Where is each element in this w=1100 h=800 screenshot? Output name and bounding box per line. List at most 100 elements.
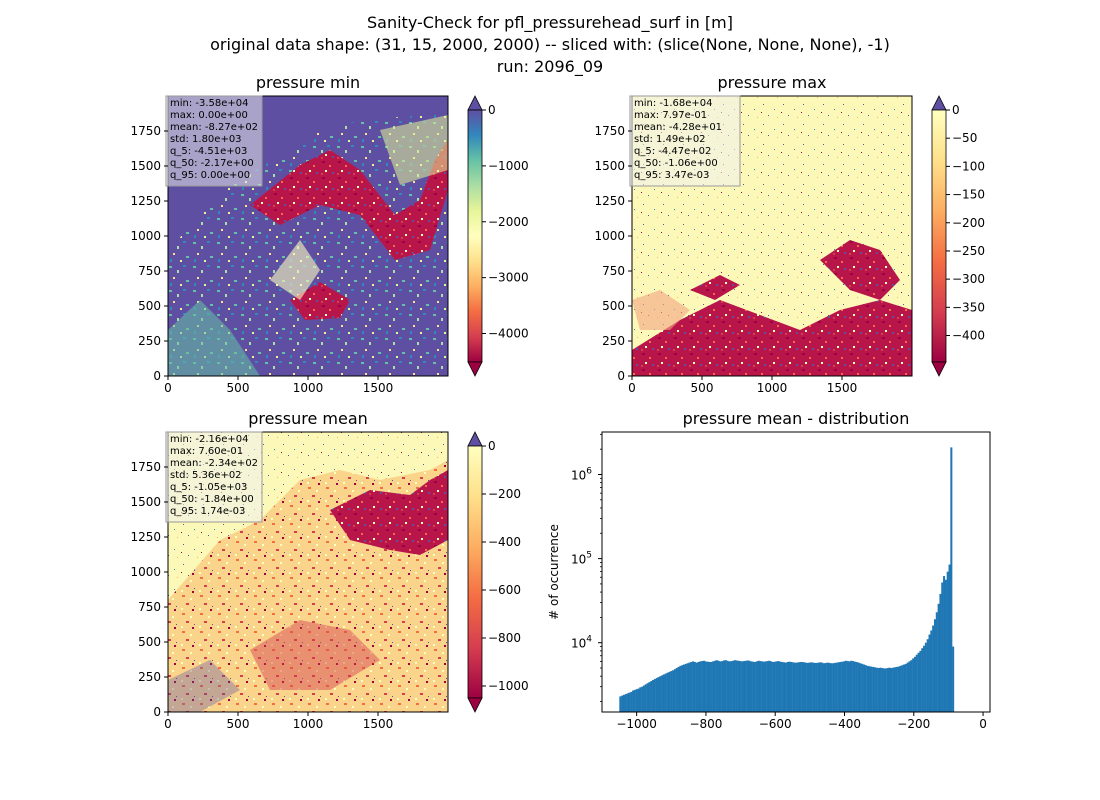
histogram-bar <box>763 661 766 712</box>
histogram-bar <box>659 676 662 712</box>
histogram-bar <box>950 447 953 712</box>
histogram-bar <box>803 662 806 712</box>
histogram-bar <box>757 660 760 712</box>
histogram-bar <box>766 661 769 712</box>
colorbar-tick-label: −200 <box>952 216 985 230</box>
stats-box-min <box>165 95 263 187</box>
x-tick-label: 1500 <box>363 381 394 395</box>
x-tick-label: 1500 <box>827 381 858 395</box>
colorbar-tick-label: −600 <box>488 583 521 597</box>
svg-text:q_95: 0.00e+00: q_95: 0.00e+00 <box>170 170 250 181</box>
y-tick-label: 1500 <box>130 159 161 173</box>
colorbar-tick-label: −50 <box>952 131 977 145</box>
histogram-bar <box>770 661 773 712</box>
hist-x-tick-label: −200 <box>897 717 930 731</box>
histogram-bar <box>804 662 807 712</box>
hist-x-tick-label: 0 <box>979 717 987 731</box>
y-tick-label: 250 <box>138 670 161 684</box>
histogram-bar <box>626 693 629 712</box>
colorbar-pressure-max: 0 −50 −100 −150 −200 −250 −300 −350 −400 <box>931 95 985 377</box>
histogram-bar <box>741 661 744 712</box>
colorbar-pressure-mean: 0 −200 −400 −600 −800 −1000 <box>467 431 529 713</box>
histogram-bar <box>923 645 926 712</box>
histogram-bar <box>661 675 664 712</box>
histogram-bar <box>928 634 931 712</box>
histogram-bar <box>815 662 818 712</box>
histogram-bar <box>875 667 878 712</box>
colorbar-tick-label: −400 <box>488 535 521 549</box>
histogram-bar <box>884 668 887 712</box>
svg-text:q_50: -2.17e+00: q_50: -2.17e+00 <box>170 158 254 169</box>
histogram-bar <box>717 660 720 712</box>
colorbar-tick-label: −4000 <box>488 327 529 341</box>
histogram-bar <box>712 661 715 712</box>
stats-box-max <box>629 95 741 187</box>
histogram-bar <box>695 662 698 712</box>
histogram-bar <box>739 661 742 712</box>
histogram-bar <box>830 663 833 712</box>
y-tick-label: 1750 <box>130 460 161 474</box>
y-tick-label: 500 <box>602 299 625 313</box>
colorbar-pressure-min: 0 −1000 −2000 −3000 −4000 <box>467 95 529 377</box>
svg-text:q_95: 3.47e-03: q_95: 3.47e-03 <box>634 170 709 181</box>
svg-text:mean: -2.34e+02: mean: -2.34e+02 <box>170 458 258 469</box>
histogram-bar <box>828 662 831 712</box>
y-tick-label: 0 <box>617 369 625 383</box>
histogram-bar <box>772 661 775 712</box>
histogram-bar <box>633 689 636 712</box>
histogram-bar <box>890 668 893 712</box>
histogram-bars <box>619 447 955 712</box>
histogram-bar <box>790 661 793 712</box>
histogram-bar <box>639 687 642 712</box>
histogram-bar <box>899 665 902 712</box>
colorbar-tick-label: 0 <box>952 103 960 117</box>
svg-text:std: 1.49e+02: std: 1.49e+02 <box>634 134 706 145</box>
histogram-bar <box>926 639 929 712</box>
histogram-bar <box>863 664 866 712</box>
histogram-bar <box>813 662 816 712</box>
x-tick-label: 1000 <box>757 381 788 395</box>
colorbar-tick-label: −250 <box>952 244 985 258</box>
colorbar-tick-label: −200 <box>488 487 521 501</box>
histogram-bar <box>893 667 896 712</box>
colorbar-tick-label: −1000 <box>488 679 529 693</box>
histogram-bar <box>744 660 747 712</box>
histogram-bar <box>793 662 796 712</box>
histogram-bar <box>837 662 840 712</box>
histogram-bar <box>775 661 778 712</box>
histogram-bar <box>784 662 787 712</box>
histogram-bar <box>812 662 815 712</box>
histogram-bar <box>666 672 669 712</box>
x-tick-label: 500 <box>227 381 250 395</box>
histogram-bar <box>624 694 627 712</box>
histogram-bar <box>877 668 880 712</box>
histogram-bar <box>779 661 782 712</box>
histogram-bar <box>924 642 927 712</box>
histogram-bar <box>864 665 867 712</box>
histogram-bar <box>646 683 649 712</box>
hist-x-tick-label: −800 <box>689 717 722 731</box>
histogram-bar <box>710 661 713 712</box>
y-tick-label: 1500 <box>130 495 161 509</box>
axes-pressure-mean: 0 500 1000 1500 0 250 500 750 1000 1250 1500 1750 <box>130 460 393 731</box>
histogram-bar <box>797 662 800 712</box>
x-tick-label: 0 <box>628 381 636 395</box>
histogram-bar <box>919 650 922 712</box>
histogram-bar <box>870 666 873 712</box>
histogram-bar <box>917 652 920 712</box>
histogram-bar <box>910 660 913 712</box>
y-tick-label: 500 <box>138 635 161 649</box>
histogram-bar <box>935 612 938 712</box>
histogram-bar <box>692 661 695 712</box>
histogram-bar <box>750 661 753 712</box>
histogram-bar <box>861 663 864 712</box>
histogram-bar <box>886 668 889 712</box>
histogram-bar <box>764 661 767 712</box>
histogram-bar <box>897 666 900 712</box>
histogram-bar <box>903 664 906 712</box>
histogram-bar <box>668 671 671 712</box>
histogram-bar <box>888 667 891 712</box>
histogram-bar <box>699 661 702 712</box>
colorbar-tick-label: −800 <box>488 631 521 645</box>
histogram-bar <box>921 648 924 712</box>
